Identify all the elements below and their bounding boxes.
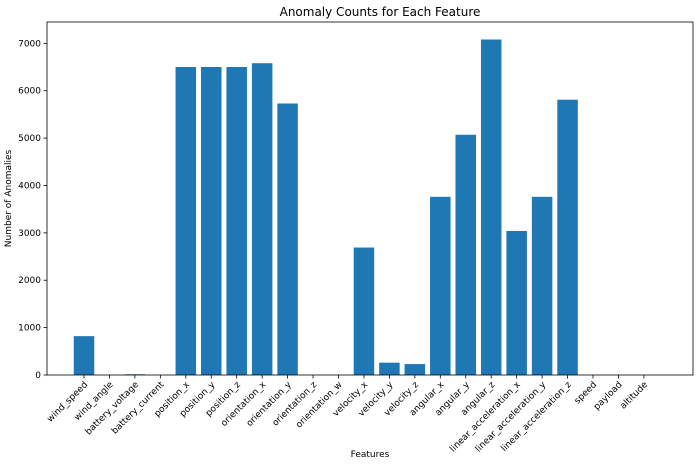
y-tick-label: 2000 [18,276,41,286]
y-tick-label: 7000 [18,39,41,49]
chart-title: Anomaly Counts for Each Feature [280,5,481,19]
plot-frame [46,21,694,376]
bar-angular-z [480,39,502,375]
bar-linear-acceleration-x [506,230,527,375]
y-axis-label: Number of Anomalies [4,149,14,247]
x-axis: wind_speedwind_anglebattery_voltagebatte… [46,375,651,454]
y-tick-label: 1000 [18,324,41,334]
y-tick-label: 0 [35,371,41,381]
bar-angular-y [455,134,476,375]
bar-position-y [201,67,222,375]
bar-position-x [175,67,197,375]
x-tick-label: altitude [619,380,651,412]
y-tick-label: 5000 [18,134,41,144]
bar-linear-acceleration-z [557,99,578,376]
y-tick-label: 3000 [18,229,41,239]
bar-velocity-x [353,247,375,375]
bar-wind-speed [73,336,95,375]
bar-group [73,39,578,376]
bar-orientation-x [251,63,273,375]
bar-position-z [226,67,247,375]
bar-angular-x [430,196,451,375]
x-tick-label: payload [592,380,624,412]
bar-velocity-y [379,362,400,375]
y-axis: 0 1000 2000 3000 4000 5000 6000 7000 [18,39,47,381]
bar-velocity-z [404,364,426,375]
y-tick-label: 4000 [18,181,41,191]
bar-orientation-y [277,103,298,375]
y-tick-label: 6000 [18,87,41,97]
x-axis-label: Features [351,450,390,460]
bar-linear-acceleration-y [531,196,553,375]
